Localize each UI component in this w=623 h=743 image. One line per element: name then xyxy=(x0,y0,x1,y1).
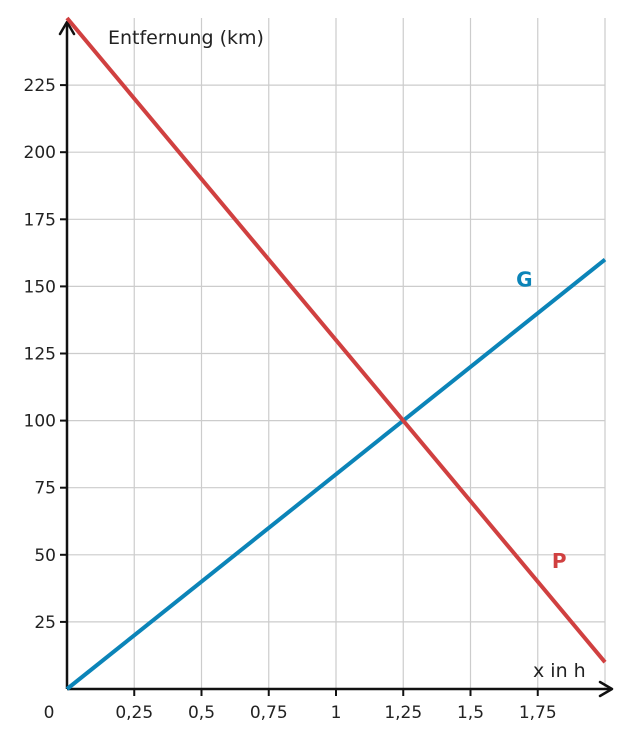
axes xyxy=(58,20,614,698)
y-axis-arrow xyxy=(58,20,76,36)
x-axis-arrow xyxy=(598,680,614,698)
y-tick-label: 175 xyxy=(24,210,56,230)
series-line-p xyxy=(65,16,607,664)
x-tick-label: 1,75 xyxy=(519,703,557,723)
y-axis-title: Entfernung (km) xyxy=(108,27,264,49)
series-label-g: G xyxy=(516,267,532,291)
series-line-g xyxy=(65,257,607,691)
y-tick-label: 125 xyxy=(24,345,56,365)
series: GP xyxy=(65,16,607,691)
y-tick-label: 25 xyxy=(34,613,56,633)
y-tick-label: 200 xyxy=(24,143,56,163)
x-tick-label: 1 xyxy=(331,703,342,723)
y-tick-label: 225 xyxy=(24,76,56,96)
y-tick-label: 75 xyxy=(34,479,56,499)
y-tick-label: 50 xyxy=(34,546,56,566)
x-axis-title: x in h xyxy=(533,660,586,682)
x-tick-label: 0,5 xyxy=(188,703,215,723)
x-tick-label: 0,25 xyxy=(115,703,153,723)
x-tick-label: 1,5 xyxy=(457,703,484,723)
origin-label: 0 xyxy=(44,703,55,723)
y-tick-label: 100 xyxy=(24,412,56,432)
y-tick-label: 150 xyxy=(24,277,56,297)
x-tick-label: 0,75 xyxy=(250,703,288,723)
series-label-p: P xyxy=(552,549,567,573)
tick-labels: 0,25 0,5 0,75 1 1,25 1,5 1,75 25 50 75 100 125 150 17… xyxy=(24,76,557,723)
x-tick-label: 1,25 xyxy=(384,703,422,723)
grid xyxy=(67,18,606,689)
